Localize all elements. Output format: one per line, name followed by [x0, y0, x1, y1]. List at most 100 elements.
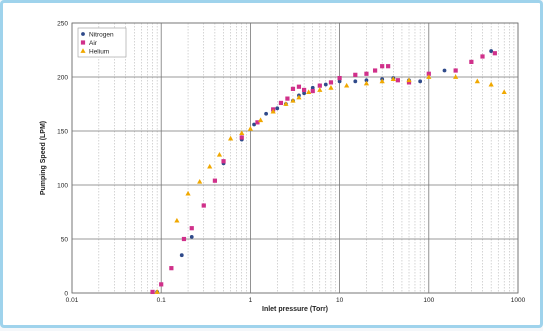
helium-point	[197, 178, 203, 184]
helium-point	[207, 163, 213, 169]
air-point	[337, 75, 342, 81]
grid	[71, 22, 518, 294]
helium-point	[239, 130, 245, 136]
air-point	[353, 72, 358, 77]
legend-marker-nitrogen	[81, 32, 85, 36]
legend-label-nitrogen: Nitrogen	[89, 31, 114, 38]
tick-labels: 0.01 0.1 1 10 100 1000 0 50 100 150 200 250	[57, 20, 525, 304]
x-tick-label: 1	[249, 297, 253, 304]
legend-label-helium: Helium	[89, 48, 109, 55]
helium-point	[328, 85, 334, 90]
air-point	[150, 289, 155, 295]
helium-point	[270, 108, 276, 114]
air-point	[372, 68, 378, 73]
series-air	[150, 51, 497, 295]
air-point	[255, 120, 260, 125]
air-point	[469, 59, 474, 64]
air-point	[480, 54, 485, 59]
air-point	[386, 64, 391, 69]
air-point	[201, 203, 206, 208]
air-point	[221, 159, 226, 164]
air-point	[395, 78, 400, 83]
nitrogen-point	[364, 78, 369, 83]
helium-point	[185, 190, 191, 196]
air-point	[285, 96, 290, 101]
helium-point	[406, 77, 412, 83]
legend-marker-helium	[80, 48, 86, 53]
helium-point	[154, 289, 160, 294]
data-points	[150, 49, 507, 295]
air-point	[453, 68, 458, 73]
helium-point	[474, 78, 480, 84]
helium-point	[290, 97, 296, 103]
air-point	[302, 87, 307, 93]
nitrogen-point	[252, 122, 256, 127]
helium-point	[257, 117, 264, 123]
helium-point	[174, 217, 180, 223]
helium-point	[228, 135, 234, 141]
nitrogen-point	[323, 82, 328, 87]
air-point	[159, 282, 164, 287]
x-tick-label: 0.01	[66, 297, 79, 304]
air-point	[426, 71, 431, 76]
y-tick-label: 200	[57, 74, 68, 81]
helium-point	[317, 87, 323, 92]
x-axis-label: Inlet pressure (Torr)	[262, 306, 328, 313]
air-point	[380, 64, 385, 69]
nitrogen-point	[179, 253, 184, 258]
plot-area	[71, 22, 519, 294]
legend-label-air: Air	[89, 40, 98, 47]
nitrogen-point	[275, 106, 280, 111]
y-tick-label: 0	[64, 290, 68, 297]
nitrogen-point	[264, 111, 269, 116]
air-point	[364, 71, 369, 76]
helium-point	[216, 151, 223, 157]
air-point	[169, 266, 174, 271]
air-point	[328, 80, 334, 85]
y-tick-label: 250	[57, 20, 68, 27]
nitrogen-point	[418, 79, 423, 84]
air-point	[212, 178, 218, 183]
nitrogen-point	[189, 234, 194, 239]
air-point	[239, 135, 244, 140]
helium-point	[363, 80, 370, 86]
nitrogen-point	[442, 68, 447, 73]
nitrogen-point	[337, 79, 342, 84]
y-tick-label: 50	[61, 236, 69, 243]
air-point	[290, 86, 296, 91]
x-tick-label: 1000	[511, 297, 526, 304]
helium-point	[306, 89, 312, 95]
y-axis-label: Pumping Speed (LPM)	[40, 121, 47, 195]
legend-marker-air	[80, 40, 86, 45]
helium-point	[379, 78, 385, 84]
legend-box	[77, 27, 127, 58]
helium-point	[488, 81, 494, 87]
helium-point	[283, 101, 289, 106]
helium-point	[247, 126, 253, 131]
nitrogen-point	[489, 49, 494, 53]
scatter-chart: 0.01 0.1 1 10 100 1000 0 50 100 150 200 250 Nitroge…	[40, 20, 526, 313]
x-tick-label: 10	[336, 297, 344, 304]
series-helium	[154, 74, 507, 294]
y-tick-label: 100	[57, 182, 68, 189]
x-tick-label: 100	[423, 297, 434, 304]
air-point	[317, 83, 322, 88]
air-point	[278, 100, 284, 106]
helium-point	[426, 74, 432, 79]
air-point	[406, 80, 412, 85]
air-point	[492, 51, 497, 56]
helium-point	[296, 94, 302, 100]
x-tick-label: 0.1	[157, 297, 166, 304]
nitrogen-point	[310, 85, 315, 90]
helium-point	[390, 76, 396, 82]
air-point	[189, 226, 194, 231]
air-point	[181, 236, 187, 242]
helium-point	[453, 74, 459, 79]
y-tick-label: 150	[57, 128, 68, 135]
helium-point	[344, 82, 350, 88]
helium-point	[501, 89, 507, 95]
air-point	[296, 84, 302, 89]
air-point	[310, 88, 315, 94]
